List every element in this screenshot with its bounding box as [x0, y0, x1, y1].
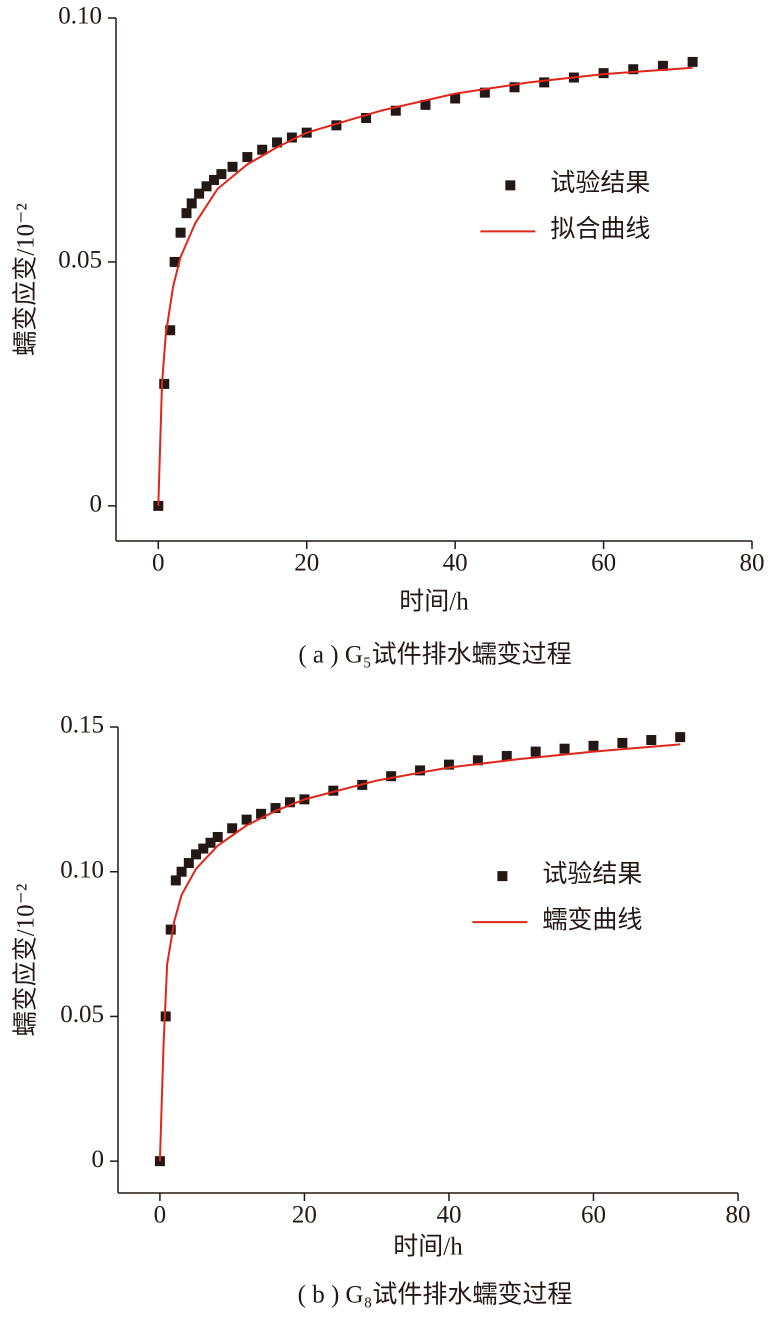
caption: ( b ) G₈试件排水蠕变过程: [298, 1281, 573, 1309]
data-point: [186, 198, 197, 209]
data-point: [170, 875, 181, 886]
data-point: [212, 831, 223, 842]
data-point: [617, 737, 628, 748]
x-tick-label: 20: [294, 550, 319, 577]
x-tick-label: 0: [152, 550, 165, 577]
data-point: [628, 64, 639, 75]
data-point: [420, 99, 431, 110]
data-point: [205, 837, 216, 848]
caption: ( a ) G₅试件排水蠕变过程: [298, 641, 571, 669]
data-point: [216, 169, 227, 180]
data-point: [286, 132, 297, 143]
data-point: [646, 735, 657, 746]
data-point: [687, 56, 698, 67]
data-point: [227, 161, 238, 172]
data-point: [284, 797, 295, 808]
x-tick-label: 80: [726, 1202, 751, 1229]
data-point: [361, 113, 372, 124]
legend-label: 试验结果: [542, 860, 642, 888]
data-point: [415, 765, 426, 776]
data-point: [501, 750, 512, 761]
data-point: [443, 759, 454, 770]
data-point: [657, 60, 668, 71]
legend-swatch: [505, 180, 516, 191]
data-point: [175, 227, 186, 238]
data-point: [198, 843, 209, 854]
data-point: [165, 924, 176, 935]
data-point: [169, 256, 180, 267]
data-point: [208, 174, 219, 185]
data-point: [328, 785, 339, 796]
y-axis-label: 蠕变应变/10⁻²: [12, 884, 40, 1037]
data-point: [194, 188, 205, 199]
x-tick-label: 40: [443, 550, 468, 577]
data-point: [165, 325, 176, 336]
y-tick-label: 0.15: [60, 712, 104, 739]
data-point: [675, 732, 686, 743]
data-point: [242, 152, 253, 163]
x-tick-label: 60: [591, 550, 616, 577]
data-point: [257, 144, 268, 155]
y-tick-label: 0: [90, 491, 103, 518]
data-point: [153, 500, 164, 511]
data-point: [227, 823, 238, 834]
data-point: [509, 82, 520, 93]
data-point: [479, 87, 490, 98]
legend-swatch: [497, 871, 508, 882]
legend-label: 蠕变曲线: [542, 906, 642, 934]
y-tick-label: 0.05: [60, 1001, 104, 1028]
data-point: [159, 378, 170, 389]
y-tick-label: 0.05: [58, 247, 102, 274]
data-point: [559, 743, 570, 754]
x-axis-label: 时间/h: [393, 1233, 463, 1261]
data-point: [386, 771, 397, 782]
data-point: [272, 137, 283, 148]
x-tick-label: 0: [154, 1202, 167, 1229]
data-point: [154, 1156, 165, 1167]
x-tick-label: 60: [581, 1202, 606, 1229]
legend-label: 拟合曲线: [550, 215, 650, 243]
y-tick-label: 0.10: [60, 856, 104, 883]
data-point: [183, 858, 194, 869]
fit-line: [157, 66, 693, 506]
data-point: [530, 746, 541, 757]
fit-line: [158, 743, 681, 1162]
x-tick-label: 20: [292, 1202, 317, 1229]
data-point: [191, 849, 202, 860]
y-axis-label: 蠕变应变/10⁻²: [12, 203, 40, 356]
data-point: [450, 93, 461, 104]
y-tick-label: 0.10: [58, 3, 102, 30]
legend-label: 试验结果: [550, 169, 650, 197]
x-axis-label: 时间/h: [399, 588, 469, 616]
data-point: [539, 77, 550, 88]
x-tick-label: 80: [740, 550, 765, 577]
data-point: [390, 105, 401, 116]
data-point: [270, 803, 281, 814]
data-point: [176, 866, 187, 877]
data-point: [472, 755, 483, 766]
y-tick-label: 0: [92, 1146, 105, 1173]
data-point: [181, 208, 192, 219]
data-point: [256, 808, 267, 819]
data-point: [241, 814, 252, 825]
data-point: [588, 740, 599, 751]
x-tick-label: 40: [436, 1202, 461, 1229]
data-point: [331, 120, 342, 131]
data-point: [201, 181, 212, 192]
